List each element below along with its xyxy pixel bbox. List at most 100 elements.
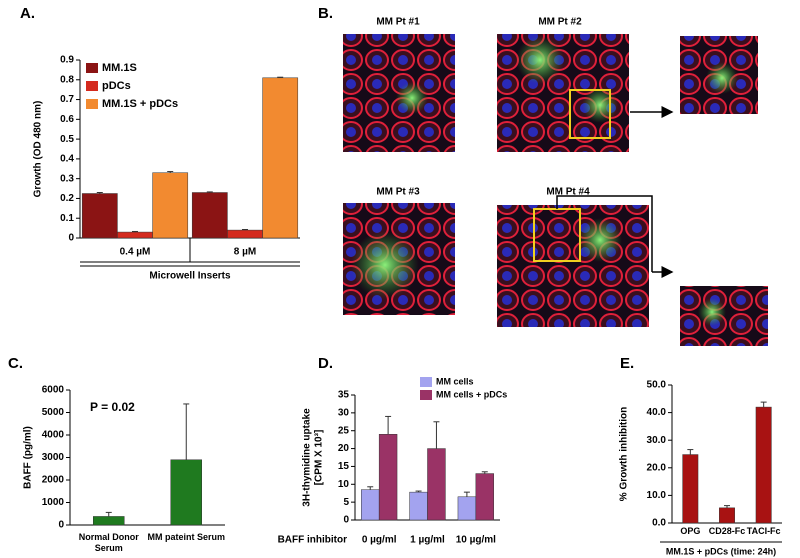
x-axis-label: MM.1S + pDCs (time: 24h) [666,546,776,556]
x-tick-label-box: Normal Donor Serum [78,532,139,553]
x-tick-label-box: TACI-Fc [747,526,781,536]
panel-label: C. [8,355,23,372]
y-tick-label: 3000 [42,452,65,463]
y-tick-label: 0 [68,233,74,244]
chart: A. 0 0.1 0.2 0.3 0.4 0.5 0.6 0.7 0.8 0.9 Growth (OD… [20,5,300,282]
y-tick-label: 4000 [42,430,65,441]
legend-label: MM cells + pDCs [436,389,507,399]
image-title: MM Pt #1 [376,17,420,28]
y-tick-label: 0.6 [60,114,74,125]
image-title: MM Pt #3 [376,187,420,198]
y-tick-label: 5000 [42,407,65,418]
y-tick-label: 25 [338,425,350,436]
x-tick-label: OPG [680,526,701,536]
y-tick-label: 5 [343,497,349,508]
y-tick-label: 0.2 [60,193,74,204]
micrograph [351,231,419,299]
y-tick-label: 0 [58,520,64,531]
y-tick-label: 1000 [42,497,65,508]
micrograph [396,82,428,114]
y-tick-label: 15 [338,461,350,472]
x-tick-label: 1 µg/ml [410,535,445,546]
y-tick-label: 10 [338,479,350,490]
panel-label: B. [318,5,333,22]
x-tick-label-box: OPG [680,526,701,536]
arrow [556,195,653,272]
chart: E. 0.0 10.0 20.0 30.0 40.0 50.0 % Growth inhibi… [619,355,782,556]
chart: D. 0 5 10 15 20 25 30 35 3H-thymidine uptake [CPM … [278,355,508,546]
x-tick-label-box: MM pateint Serum [147,532,226,542]
x-tick-label: 0 µg/ml [362,535,397,546]
x-axis-label: BAFF inhibitor [278,535,348,546]
bar [427,448,446,521]
bar [682,454,699,524]
y-tick-label: 6000 [42,385,65,396]
x-tick-label: Normal Donor Serum [78,532,139,553]
micrograph [497,205,649,327]
micrograph [516,36,564,84]
bar [227,229,263,239]
y-tick-label: 10.0 [647,490,667,501]
y-tick-label: 0.5 [60,134,74,145]
bar [409,491,428,521]
annotation: P = 0.02 [90,400,135,414]
y-axis-label: 3H-thymidine uptake [302,408,313,507]
y-tick-label: 0 [343,515,349,526]
x-tick-label-box: CD28-Fc [708,526,746,536]
micrograph [698,298,726,326]
x-axis-label: Microwell Inserts [149,271,231,282]
bar [117,231,153,239]
image-title: MM Pt #2 [538,17,582,28]
micrograph [706,62,738,94]
legend-label: MM.1S [102,62,137,74]
legend-label: MM cells [436,376,474,386]
y-axis-label: BAFF (pg/ml) [23,426,34,489]
x-tick-label: 8 µM [234,247,256,258]
bar [93,516,125,526]
y-tick-label: 0.9 [60,55,74,66]
legend-swatch [86,99,98,109]
micrograph [578,218,622,262]
y-tick-label: 40.0 [647,407,667,418]
y-tick-label: 0.4 [60,154,74,165]
bar [170,459,202,526]
panel-label: D. [318,355,333,372]
bar [361,489,380,521]
x-tick-label: 10 µg/ml [456,535,496,546]
x-tick-label: MM pateint Serum [147,532,226,542]
y-axis-label: % Growth inhibition [619,407,630,501]
chart: C. 0 1000 2000 3000 4000 5000 6000 BAFF (pg/ml) N… [8,355,226,553]
y-tick-label: 20 [338,443,350,454]
y-tick-label: 2000 [42,475,65,486]
zoom-box [569,89,611,139]
bar [755,406,772,524]
y-tick-label: 0.0 [652,518,666,529]
y-tick-label: 20.0 [647,462,667,473]
legend-swatch [86,81,98,91]
image-title: MM Pt #4 [546,187,590,198]
y-tick-label: 0.1 [60,213,74,224]
legend-swatch [420,377,432,387]
micrograph [582,87,618,123]
y-tick-label: 30.0 [647,435,667,446]
legend-swatch [420,390,432,400]
bar [262,77,299,239]
bar [152,172,189,239]
y-tick-label: 0.7 [60,94,74,105]
x-tick-label: CD28-Fc [708,526,746,536]
y-tick-label: 35 [338,390,350,401]
bar [457,496,477,521]
panel-label: A. [20,5,35,22]
legend-label: MM.1S + pDCs [102,98,178,110]
legend-swatch [86,63,98,73]
y-tick-label: 0.8 [60,74,74,85]
y-tick-label: 0.3 [60,173,74,184]
bar [191,192,228,239]
panel-label: E. [620,355,634,372]
y-axis-label: [CPM X 10³] [314,430,325,486]
bar [475,473,494,521]
bar [378,434,398,521]
x-tick-label: 0.4 µM [120,247,151,258]
y-axis-label: Growth (OD 480 nm) [33,101,44,198]
